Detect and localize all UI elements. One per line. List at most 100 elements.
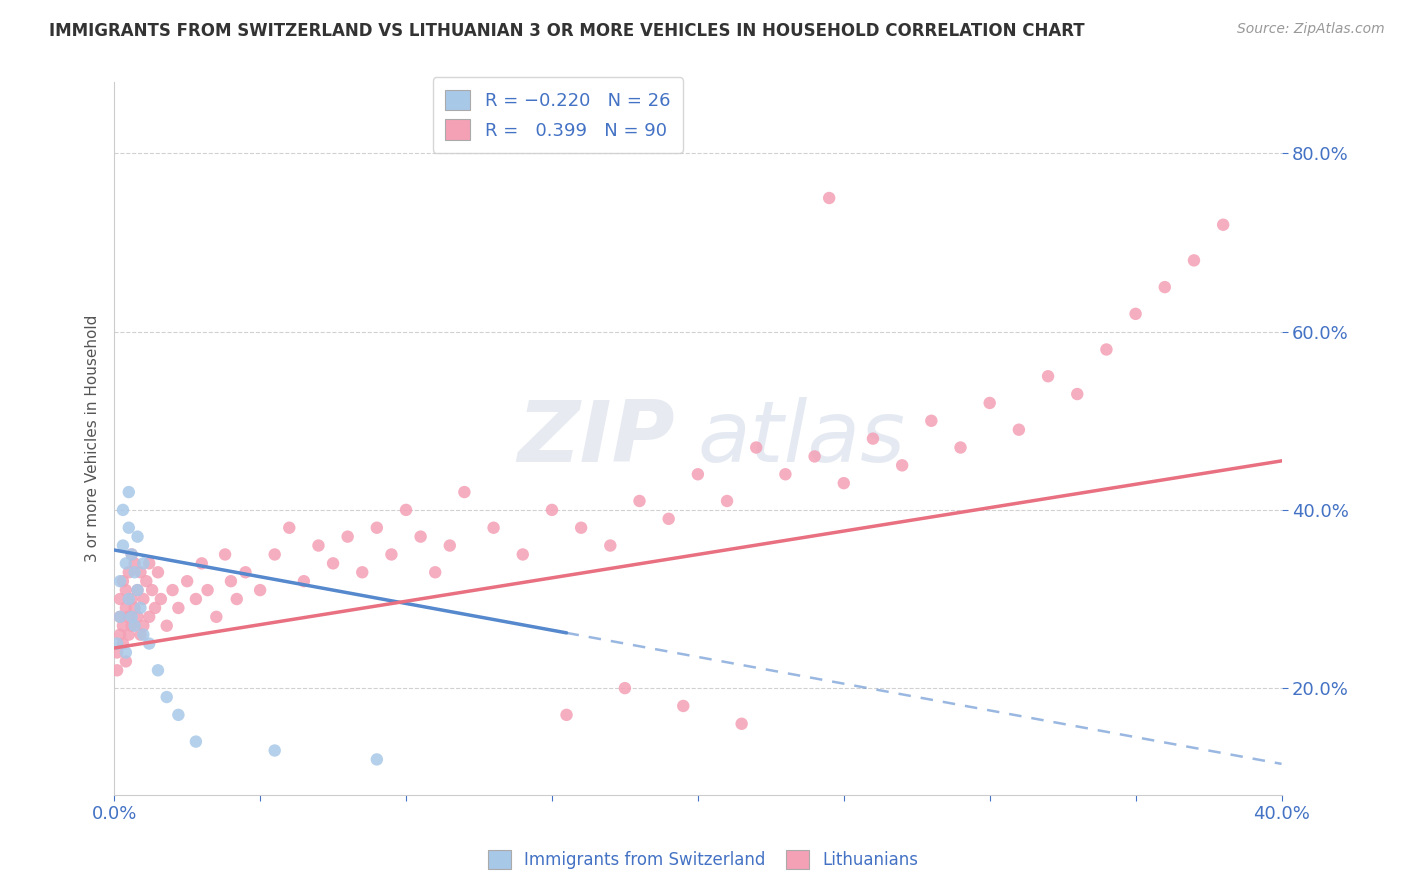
Point: [115, 583, 138, 598]
Point: [167, 707, 190, 722]
Point: [105, 645, 128, 659]
Legend: R = −0.220   N = 26, R =   0.399   N = 90: R = −0.220 N = 26, R = 0.399 N = 90: [433, 77, 683, 153]
Point: [156, 619, 179, 633]
Point: [135, 574, 157, 589]
Point: [115, 654, 138, 668]
Point: [190, 557, 212, 571]
Point: [132, 592, 155, 607]
Point: [745, 441, 768, 455]
Point: [118, 485, 141, 500]
Point: [555, 707, 578, 722]
Point: [263, 743, 285, 757]
Point: [176, 574, 198, 589]
Point: [235, 566, 257, 580]
Point: [156, 690, 179, 704]
Point: [322, 557, 344, 571]
Point: [730, 716, 752, 731]
Point: [124, 601, 146, 615]
Point: [127, 530, 149, 544]
Point: [1212, 218, 1234, 232]
Point: [249, 583, 271, 598]
Point: [167, 601, 190, 615]
Point: [162, 583, 184, 598]
Point: [149, 592, 172, 607]
Point: [366, 521, 388, 535]
Point: [672, 698, 695, 713]
Point: [425, 566, 447, 580]
Point: [108, 610, 131, 624]
Point: [121, 548, 143, 562]
Point: [129, 627, 152, 641]
Point: [115, 557, 138, 571]
Point: [336, 530, 359, 544]
Point: [138, 557, 160, 571]
Point: [118, 592, 141, 607]
Point: [105, 663, 128, 677]
Point: [453, 485, 475, 500]
Point: [197, 583, 219, 598]
Point: [1008, 423, 1031, 437]
Point: [118, 610, 141, 624]
Point: [482, 521, 505, 535]
Point: [803, 450, 825, 464]
Point: [818, 191, 841, 205]
Point: [143, 601, 166, 615]
Point: [263, 548, 285, 562]
Text: ZIP: ZIP: [517, 397, 675, 480]
Point: [111, 636, 134, 650]
Point: [395, 503, 418, 517]
Point: [111, 574, 134, 589]
Point: [121, 610, 143, 624]
Legend: Immigrants from Switzerland, Lithuanians: Immigrants from Switzerland, Lithuanians: [478, 840, 928, 880]
Point: [891, 458, 914, 473]
Point: [1095, 343, 1118, 357]
Point: [658, 512, 681, 526]
Point: [366, 752, 388, 766]
Point: [1036, 369, 1059, 384]
Text: Source: ZipAtlas.com: Source: ZipAtlas.com: [1237, 22, 1385, 37]
Point: [613, 681, 636, 695]
Point: [979, 396, 1001, 410]
Point: [184, 734, 207, 748]
Point: [121, 592, 143, 607]
Point: [105, 636, 128, 650]
Point: [129, 601, 152, 615]
Point: [132, 627, 155, 641]
Point: [1066, 387, 1088, 401]
Point: [569, 521, 592, 535]
Point: [138, 610, 160, 624]
Point: [716, 494, 738, 508]
Point: [949, 441, 972, 455]
Point: [111, 539, 134, 553]
Point: [132, 557, 155, 571]
Point: [124, 619, 146, 633]
Point: [108, 627, 131, 641]
Point: [115, 645, 138, 659]
Point: [118, 627, 141, 641]
Point: [111, 503, 134, 517]
Point: [409, 530, 432, 544]
Point: [1182, 253, 1205, 268]
Point: [118, 521, 141, 535]
Point: [599, 539, 621, 553]
Point: [832, 476, 855, 491]
Point: [121, 548, 143, 562]
Point: [146, 566, 169, 580]
Point: [1153, 280, 1175, 294]
Point: [292, 574, 315, 589]
Point: [214, 548, 236, 562]
Text: IMMIGRANTS FROM SWITZERLAND VS LITHUANIAN 3 OR MORE VEHICLES IN HOUSEHOLD CORREL: IMMIGRANTS FROM SWITZERLAND VS LITHUANIA…: [49, 22, 1085, 40]
Point: [138, 636, 160, 650]
Point: [115, 601, 138, 615]
Point: [111, 619, 134, 633]
Point: [628, 494, 651, 508]
Point: [124, 557, 146, 571]
Point: [121, 619, 143, 633]
Point: [1125, 307, 1147, 321]
Point: [127, 583, 149, 598]
Point: [146, 663, 169, 677]
Point: [775, 467, 797, 482]
Point: [225, 592, 247, 607]
Point: [108, 574, 131, 589]
Point: [108, 610, 131, 624]
